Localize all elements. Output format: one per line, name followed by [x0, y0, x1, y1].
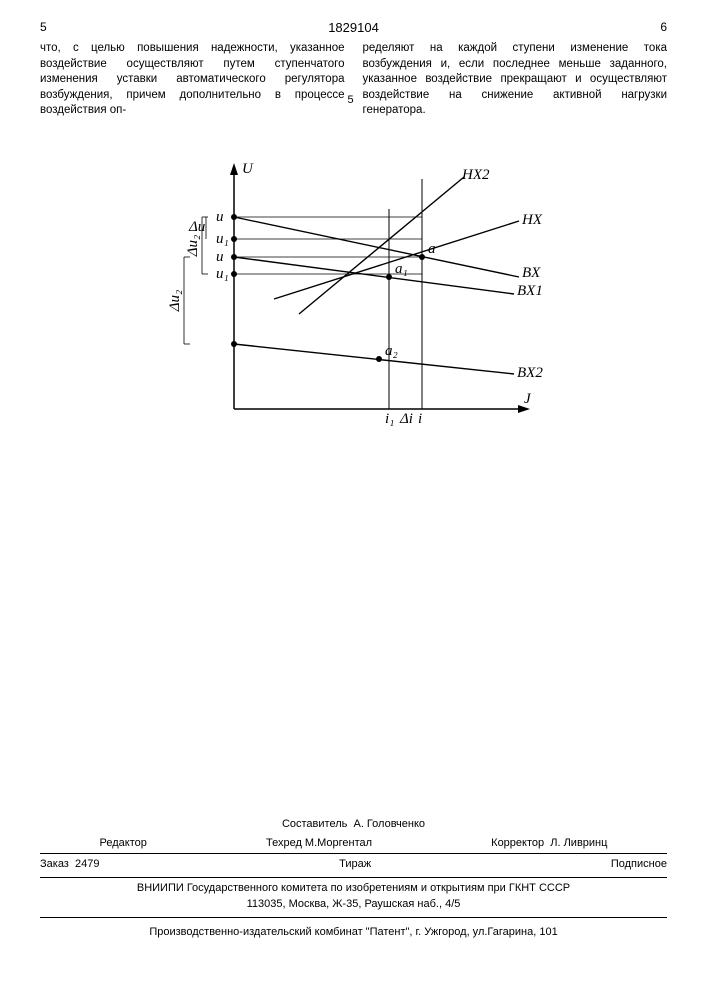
- svg-text:Δi: Δi: [399, 411, 413, 427]
- corrector: Корректор Л. Ливринц: [491, 835, 607, 852]
- line-label-HX: HX: [521, 212, 543, 228]
- left-col-num: 5: [40, 20, 47, 35]
- line-label-BX2: BX2: [517, 365, 543, 381]
- y-axis-label: U: [242, 161, 254, 177]
- tirazh-label: Тираж: [339, 856, 371, 873]
- characteristic-diagram: UJHX2HXBXBX1BX2uu₁Δuuu₁Δu₂Δu₂aa₁a₂i₁Δii: [164, 149, 544, 449]
- footer-imprint: Составитель А. Головченко Редактор Техре…: [40, 816, 667, 940]
- svg-text:a₂: a₂: [385, 343, 398, 359]
- order-row: Заказ 2479 Тираж Подписное: [40, 854, 667, 878]
- order: Заказ 2479: [40, 856, 99, 873]
- svg-text:a₁: a₁: [395, 261, 408, 277]
- column-numbers: 5 1829104 6: [40, 20, 667, 35]
- editor-row: Редактор Техред М.Моргентал Корректор Л.…: [40, 833, 667, 855]
- text-columns: что, с целью повышения надежности, указа…: [40, 41, 667, 119]
- line-label-BX: BX: [522, 265, 541, 281]
- svg-text:u: u: [216, 209, 224, 225]
- line-marker: 5: [348, 94, 354, 106]
- svg-text:u₁: u₁: [216, 266, 229, 282]
- svg-text:Δu₂: Δu₂: [167, 289, 183, 312]
- compiler-line: Составитель А. Головченко: [40, 816, 667, 833]
- line-label-BX1: BX1: [517, 283, 543, 299]
- svg-text:i₁: i₁: [385, 411, 394, 427]
- svg-text:a: a: [428, 241, 436, 257]
- patent-number: 1829104: [328, 20, 379, 35]
- svg-text:u₁: u₁: [216, 231, 229, 247]
- svg-text:Δu: Δu: [188, 219, 205, 235]
- techred: Техред М.Моргентал: [266, 835, 372, 852]
- org-address: ВНИИПИ Государственного комитета по изоб…: [40, 878, 667, 918]
- right-column: ределяют на каждой ступени изменение ток…: [363, 41, 668, 119]
- factory-line: Производственно-издательский комбинат "П…: [40, 918, 667, 941]
- line-label-HX2: HX2: [461, 167, 490, 183]
- right-col-num: 6: [660, 20, 667, 35]
- svg-text:u: u: [216, 249, 224, 265]
- left-column: что, с целью повышения надежности, указа…: [40, 41, 345, 119]
- page: 5 1829104 6 что, с целью повышения надеж…: [0, 0, 707, 1000]
- svg-text:i: i: [418, 411, 422, 427]
- editor-label: Редактор: [100, 835, 147, 852]
- diagram-container: UJHX2HXBXBX1BX2uu₁Δuuu₁Δu₂Δu₂aa₁a₂i₁Δii: [40, 149, 667, 449]
- credits-block: Составитель А. Головченко Редактор Техре…: [40, 816, 667, 940]
- sub-label: Подписное: [611, 856, 667, 873]
- x-axis-label: J: [524, 391, 532, 407]
- svg-text:Δu₂: Δu₂: [185, 234, 201, 257]
